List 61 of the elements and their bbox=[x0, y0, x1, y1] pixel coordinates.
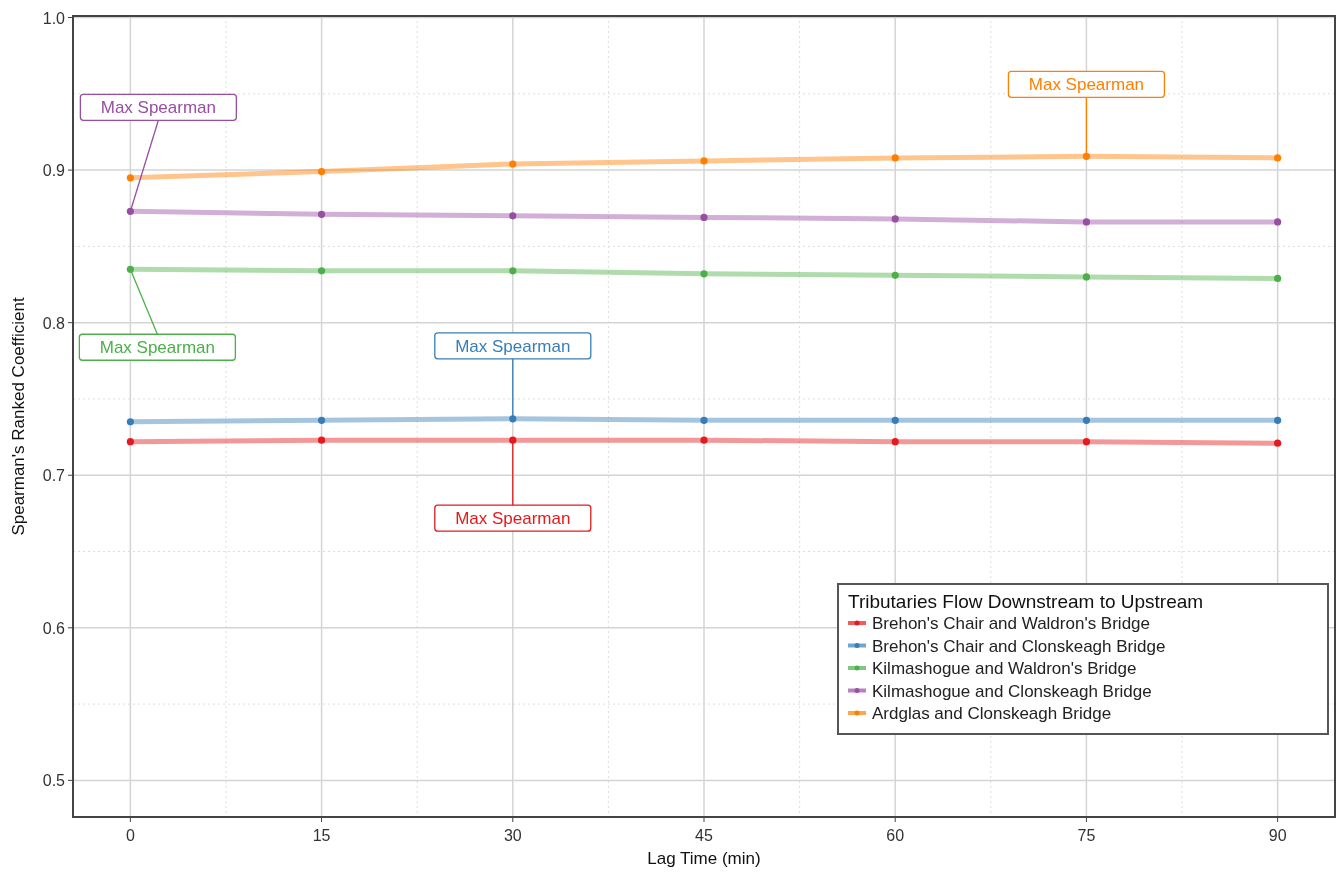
x-tick-label: 75 bbox=[1077, 827, 1096, 844]
annotation: Max Spearman bbox=[99, 338, 215, 358]
x-axis-title: Lag Time (min) bbox=[647, 849, 761, 868]
legend-label: Ardglas and Clonskeagh Bridge bbox=[872, 704, 1112, 723]
point bbox=[126, 265, 134, 273]
point bbox=[126, 174, 134, 182]
legend-label: Kilmashogue and Waldron's Bridge bbox=[872, 659, 1137, 678]
point bbox=[891, 416, 899, 424]
point bbox=[1274, 439, 1282, 447]
annotation: Max Spearman bbox=[1028, 75, 1145, 95]
point bbox=[700, 416, 708, 424]
point bbox=[509, 415, 517, 423]
point bbox=[1274, 274, 1282, 283]
y-tick-label: 1.0 bbox=[42, 9, 66, 27]
point bbox=[891, 271, 899, 279]
legend-label: Brehon's Chair and Waldron's Bridge bbox=[872, 614, 1151, 633]
x-tick-label: 60 bbox=[886, 827, 905, 844]
point bbox=[509, 212, 517, 220]
point bbox=[700, 213, 708, 221]
point bbox=[1082, 218, 1091, 226]
legend-label: Kilmashogue and Clonskeagh Bridge bbox=[872, 681, 1152, 701]
point bbox=[509, 436, 517, 444]
annotation: Max Spearman bbox=[455, 509, 571, 529]
point bbox=[509, 267, 517, 275]
point bbox=[1082, 438, 1091, 446]
point bbox=[1082, 416, 1091, 424]
point bbox=[1274, 416, 1282, 424]
point bbox=[891, 215, 899, 223]
point bbox=[509, 160, 517, 168]
point bbox=[126, 207, 134, 215]
annotation: Max Spearman bbox=[455, 336, 571, 356]
point bbox=[1082, 273, 1091, 281]
x-tick-label: 0 bbox=[125, 827, 135, 844]
point bbox=[891, 438, 899, 446]
y-tick-label: 0.7 bbox=[42, 467, 66, 485]
point bbox=[891, 154, 899, 162]
x-tick-label: 30 bbox=[503, 827, 522, 844]
y-tick-label: 0.5 bbox=[42, 772, 66, 790]
y-axis-title: Spearman's Ranked Coefficient bbox=[9, 297, 28, 536]
y-tick-label: 0.9 bbox=[42, 162, 66, 180]
point bbox=[700, 157, 708, 165]
legend-label: Brehon's Chair and Clonskeagh Bridge bbox=[872, 636, 1166, 656]
point bbox=[1274, 154, 1282, 162]
point bbox=[700, 270, 708, 278]
point bbox=[317, 436, 326, 444]
point bbox=[317, 168, 326, 176]
legend-title: Tributaries Flow Downstream to Upstream bbox=[848, 591, 1204, 612]
point bbox=[126, 438, 134, 446]
point bbox=[1274, 218, 1282, 226]
x-tick-label: 90 bbox=[1268, 827, 1287, 844]
x-tick-label: 45 bbox=[695, 827, 713, 844]
point bbox=[1082, 152, 1091, 160]
y-tick-label: 0.8 bbox=[42, 314, 66, 332]
point bbox=[126, 418, 134, 426]
point bbox=[317, 267, 326, 275]
point bbox=[317, 416, 326, 424]
point bbox=[317, 210, 326, 218]
x-tick-label: 15 bbox=[312, 827, 331, 844]
annotation: Max Spearman bbox=[100, 98, 216, 118]
point bbox=[700, 436, 708, 444]
y-tick-label: 0.6 bbox=[42, 619, 66, 637]
